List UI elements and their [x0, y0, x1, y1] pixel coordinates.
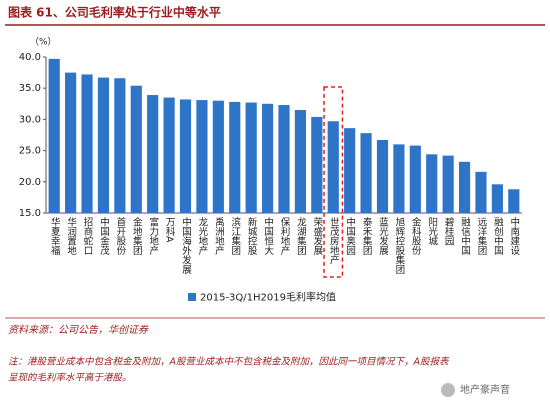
x-tick-label: 金科股份 [410, 216, 422, 256]
bar [393, 144, 405, 213]
bar [212, 100, 224, 213]
bar [179, 99, 192, 213]
y-unit: （%） [30, 37, 57, 48]
bar [65, 72, 77, 213]
bar [147, 95, 159, 213]
y-tick-label: 25.0 [19, 146, 41, 157]
x-tick-label: 蓝光发展 [377, 216, 389, 256]
x-tick-label: 阳光城 [426, 217, 438, 246]
y-tick-label: 20.0 [19, 177, 41, 188]
note-line: 注：港股营业成本中包含税金及附加，A股营业成本中不包含税金及附加，因此同一项目情… [8, 356, 450, 368]
bar [458, 161, 471, 213]
bar [344, 128, 356, 213]
y-tick-label: 40.0 [19, 52, 41, 63]
x-tick-label: 华润置地 [65, 216, 77, 255]
bar [130, 85, 142, 213]
x-tick-label: 融创中国 [492, 217, 504, 256]
x-tick-label: 龙光地产 [196, 216, 208, 256]
x-tick-label: 中国金茂 [98, 216, 110, 256]
x-tick-label: 保利地产 [279, 216, 291, 256]
y-tick-label: 30.0 [19, 114, 41, 125]
x-tick-label: 荣盛发展 [311, 216, 323, 256]
x-tick-label: 融信中国 [459, 217, 471, 256]
bar [262, 103, 274, 213]
bar [278, 105, 290, 213]
bar [376, 139, 389, 213]
x-tick-label: 新城控股 [246, 216, 258, 256]
x-tick-label: 禹洲地产 [213, 216, 225, 256]
x-tick-label: 招商蛇口 [82, 216, 94, 255]
source: 资料来源：公司公告，华创证券 [8, 324, 149, 336]
chart-title: 图表 61、公司毛利率处于行业中等水平 [8, 5, 221, 20]
watermark: 地产豪声音 [460, 383, 510, 396]
bar [229, 101, 241, 213]
highlight-box [323, 86, 344, 278]
bar [508, 189, 520, 213]
bar [311, 116, 323, 213]
x-tick-label: 华夏幸福 [49, 216, 61, 256]
x-tick-label: 富力地产 [147, 216, 159, 256]
x-tick-label: 龙湖集团 [295, 216, 307, 256]
legend-swatch [188, 293, 196, 301]
x-tick-label: 世茂房地产 [328, 216, 340, 265]
bar [426, 154, 438, 213]
x-tick-label: 滨江集团 [229, 216, 241, 256]
bar [475, 171, 487, 213]
x-tick-label: 万科A [164, 217, 176, 243]
watermark-icon [441, 383, 455, 397]
bar [294, 110, 306, 213]
x-tick-label: 中国海外发展 [180, 216, 192, 275]
x-tick-label: 中国奥园 [344, 216, 356, 256]
note-line: 呈现的毛利率水平高于港股。 [8, 372, 132, 384]
bar [245, 102, 257, 213]
x-tick-label: 远洋集团 [475, 217, 487, 256]
y-tick-label: 35.0 [19, 83, 41, 94]
bar [81, 74, 93, 213]
x-tick-label: 中南建设 [508, 216, 520, 256]
x-tick-label: 金地集团 [131, 216, 143, 256]
bar [48, 58, 60, 213]
y-tick-label: 15.0 [19, 208, 41, 219]
bar [360, 133, 372, 213]
legend-label: 2015-3Q/1H2019毛利率均值 [200, 291, 336, 304]
bar [114, 78, 126, 213]
x-tick-label: 泰禾集团 [361, 216, 373, 256]
x-tick-label: 旭辉控股集团 [393, 216, 405, 275]
bar [442, 155, 454, 213]
bar [491, 184, 503, 213]
x-tick-label: 首开股份 [114, 216, 126, 256]
bar [409, 145, 421, 213]
bar [97, 77, 110, 213]
x-tick-label: 碧桂园 [443, 216, 455, 246]
bar [163, 97, 175, 213]
bar [196, 100, 208, 213]
x-tick-label: 中国恒大 [262, 216, 274, 256]
bar [327, 121, 339, 213]
